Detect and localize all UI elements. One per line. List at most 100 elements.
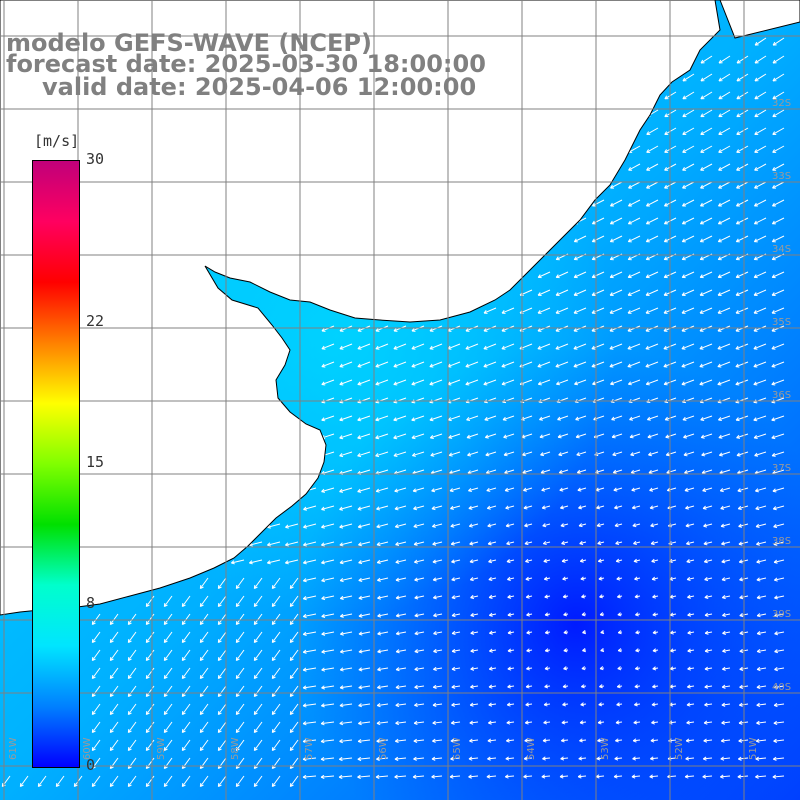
wind-arrow <box>772 235 785 243</box>
wind-arrow-head <box>218 658 222 661</box>
wind-arrow-head <box>182 694 186 697</box>
wind-arrow-head <box>414 651 419 654</box>
wind-arrow-head <box>433 633 437 636</box>
wind-arrow-head <box>272 784 276 787</box>
wind-arrow <box>340 667 353 671</box>
wind-arrow-head <box>236 604 240 607</box>
wind-arrow <box>772 127 785 135</box>
wind-arrow-head <box>664 401 669 404</box>
wind-arrow-head <box>681 383 686 386</box>
wind-arrow <box>411 433 425 439</box>
wind-arrow-head <box>541 776 546 779</box>
wind-arrow <box>700 73 713 82</box>
wind-arrow <box>431 757 443 760</box>
wind-arrow <box>557 415 569 421</box>
wind-arrow-head <box>377 597 382 600</box>
wind-arrow <box>735 415 749 421</box>
wind-arrow-head <box>522 472 527 474</box>
wind-arrow-head <box>164 766 168 769</box>
wind-arrow <box>614 757 623 760</box>
wind-arrow <box>430 433 443 439</box>
wind-arrow-head <box>753 401 758 404</box>
wind-arrow <box>685 505 695 509</box>
wind-arrow <box>630 451 641 456</box>
wind-arrow-head <box>164 730 168 733</box>
wind-arrow-head <box>236 694 240 697</box>
wind-arrow <box>757 667 767 670</box>
wind-arrow-head <box>236 622 240 625</box>
wind-arrow-head <box>598 704 603 707</box>
wind-arrow-head <box>562 686 567 689</box>
wind-arrow-head <box>616 560 620 563</box>
wind-arrow <box>772 73 785 82</box>
wind-arrow-head <box>665 436 670 439</box>
wind-arrow-head <box>339 437 344 440</box>
wind-arrow <box>501 307 515 314</box>
wind-arrow-head <box>613 776 618 779</box>
wind-arrow-head <box>339 544 344 547</box>
wind-arrow-head <box>272 766 276 769</box>
wind-arrow-head <box>110 784 114 787</box>
wind-arrow-head <box>526 596 530 599</box>
wind-arrow-head <box>582 650 586 653</box>
wind-arrow <box>289 685 299 697</box>
wind-arrow <box>559 469 569 474</box>
wind-arrow-head <box>739 686 744 689</box>
wind-arrow <box>450 523 461 527</box>
wind-arrow <box>650 757 659 760</box>
wind-arrow-head <box>200 730 204 733</box>
wind-arrow <box>540 469 551 474</box>
wind-arrow <box>217 595 227 607</box>
wind-arrow <box>145 685 155 697</box>
wind-arrow-head <box>377 651 382 654</box>
colorbar-tick-22: 22 <box>86 311 105 330</box>
wind-arrow-head <box>358 526 362 529</box>
wind-arrow <box>199 595 209 607</box>
wind-arrow <box>753 271 767 278</box>
wind-arrow-head <box>598 560 602 563</box>
wind-arrow <box>395 721 407 724</box>
wind-arrow-head <box>755 740 760 743</box>
wind-arrow <box>686 739 695 742</box>
wind-arrow-head <box>110 676 114 679</box>
wind-arrow-head <box>303 544 307 547</box>
wind-arrow <box>685 775 695 778</box>
wind-arrow <box>525 559 533 563</box>
wind-arrow <box>432 523 443 528</box>
wind-arrow-head <box>321 633 326 636</box>
wind-arrow <box>682 199 695 207</box>
wind-arrow-head <box>773 722 778 726</box>
wind-arrow <box>489 667 497 670</box>
wind-arrow-head <box>632 758 637 761</box>
wind-arrow <box>357 433 371 439</box>
wind-arrow-head <box>290 784 294 787</box>
wind-arrow <box>199 577 209 589</box>
wind-arrow <box>483 307 497 314</box>
wind-arrow <box>285 523 299 528</box>
wind-arrow <box>109 631 119 643</box>
wind-arrow-head <box>597 740 601 743</box>
wind-arrow-head <box>652 632 657 635</box>
wind-arrow-head <box>539 436 544 439</box>
wind-arrow-head <box>717 384 722 386</box>
wind-arrow <box>395 577 407 581</box>
wind-arrow <box>145 703 155 715</box>
lon-label: 57W <box>304 737 315 760</box>
wind-arrow-head <box>634 704 638 707</box>
wind-arrow <box>576 451 587 456</box>
wind-arrow <box>597 541 605 545</box>
wind-arrow-head <box>739 668 744 671</box>
wind-arrow <box>488 685 497 688</box>
wind-arrow <box>537 271 551 278</box>
wind-arrow-head <box>128 676 132 679</box>
wind-arrow <box>735 343 749 350</box>
wind-arrow-head <box>576 454 581 457</box>
wind-arrow-head <box>592 383 597 386</box>
wind-arrow <box>321 577 335 582</box>
wind-arrow-head <box>577 472 581 474</box>
wind-arrow-head <box>465 384 470 386</box>
wind-arrow <box>579 739 587 742</box>
wind-arrow <box>469 559 479 563</box>
wind-arrow-head <box>736 454 741 457</box>
wind-arrow-head <box>395 561 400 564</box>
